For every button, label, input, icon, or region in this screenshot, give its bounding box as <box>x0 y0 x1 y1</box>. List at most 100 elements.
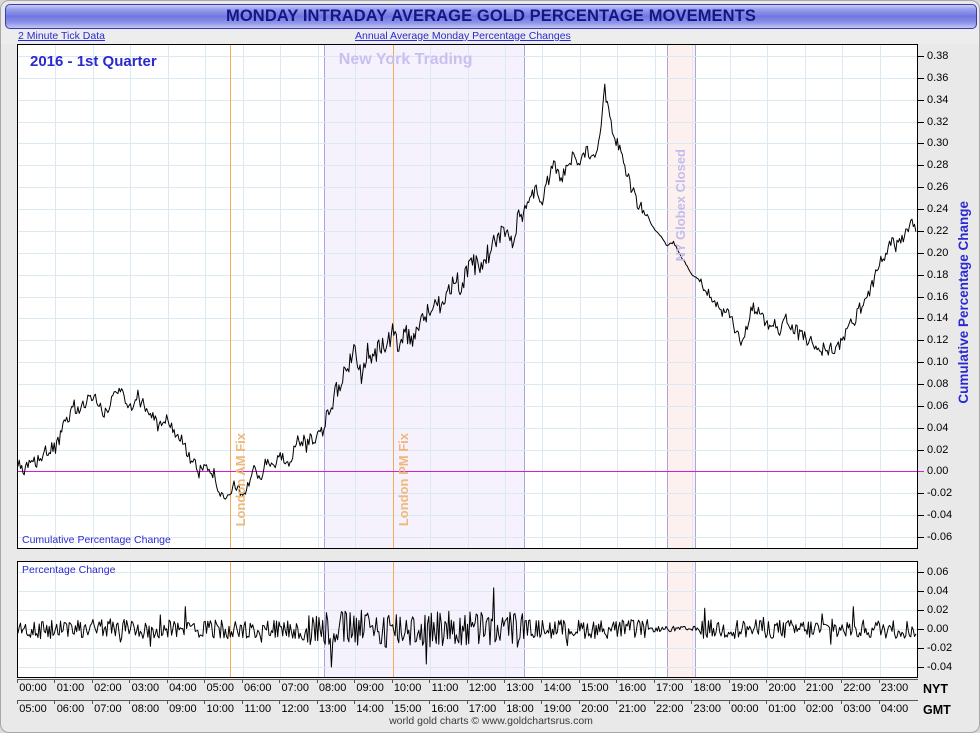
y-axis-tick-label: 0.02 <box>927 443 949 456</box>
y-axis-tick <box>918 209 924 211</box>
x-axis-tick <box>279 679 281 683</box>
y-axis-tick <box>918 362 924 364</box>
gridline-vertical <box>467 45 469 548</box>
marker-line-london-am-fix <box>230 562 232 677</box>
session-band-ny-globex-closed <box>667 562 696 677</box>
gridline-vertical <box>579 562 581 677</box>
page-title: MONDAY INTRADAY AVERAGE GOLD PERCENTAGE … <box>226 7 756 25</box>
gridline-vertical <box>430 562 432 677</box>
x-axis-tick <box>354 700 356 704</box>
zero-reference-line <box>18 471 917 473</box>
y-axis-tick-label: 0.14 <box>927 312 949 325</box>
x-axis-tick-label: 13:00 <box>318 703 347 715</box>
gridline-vertical <box>130 562 132 677</box>
y-axis-tick-label: 0.36 <box>927 71 949 84</box>
gridline-vertical <box>205 45 207 548</box>
x-axis-tick <box>728 700 730 704</box>
gridline-vertical <box>879 45 881 548</box>
x-axis-tick <box>541 700 543 704</box>
gridline-vertical <box>617 45 619 548</box>
x-axis-tick <box>354 679 356 683</box>
y-axis-tick <box>918 121 924 123</box>
x-axis-tick <box>653 679 655 683</box>
y-axis-tick-label: 0.06 <box>927 399 949 412</box>
gridline-vertical <box>767 562 769 677</box>
x-axis-tick-label: 16:00 <box>618 682 647 694</box>
marker-line-london-pm-fix <box>392 562 394 677</box>
x-axis-tick <box>166 700 168 704</box>
x-axis-gmt: 05:00 06:00 07:00 08:00 09:00 10:00 11:00 12:00… <box>17 700 918 718</box>
x-axis-tick-label: 10:00 <box>206 703 235 715</box>
x-axis-line <box>17 679 918 680</box>
gridline-vertical <box>654 45 656 548</box>
y-axis-tick-label: 0.06 <box>927 565 949 578</box>
x-axis-tick <box>766 679 768 683</box>
x-axis-tick-label: 18:00 <box>506 703 534 715</box>
y-axis-tick <box>918 537 924 539</box>
x-axis-tick-label: 01:00 <box>56 682 85 694</box>
x-axis-tick <box>466 679 468 683</box>
gridline-vertical <box>654 562 656 677</box>
y-axis-tick <box>918 648 924 650</box>
x-axis-tick-label: 19:00 <box>730 682 759 694</box>
y-axis-tick-label: 0.00 <box>927 623 949 636</box>
y-axis-tick-label: 0.20 <box>927 246 949 259</box>
x-axis-nyt: 00:00 01:00 02:00 03:00 04:00 05:00 06:00 07:00… <box>17 679 918 697</box>
y-axis-tick-label: 0.38 <box>927 49 949 62</box>
x-axis-tick-label: 01:00 <box>768 703 796 715</box>
gridline-vertical <box>355 562 357 677</box>
gridline-vertical <box>242 45 244 548</box>
x-axis-tick-label: 15:00 <box>581 682 609 694</box>
y-axis-tick <box>918 471 924 473</box>
y-axis-tick-label: -0.04 <box>927 509 953 522</box>
x-axis-tick-label: 20:00 <box>768 682 796 694</box>
x-axis-tick-label: 11:00 <box>431 682 459 694</box>
y-axis-tick <box>918 405 924 407</box>
x-axis-line <box>17 700 918 701</box>
y-axis-tick-label: 0.32 <box>927 115 949 128</box>
y-axis-tick <box>918 318 924 320</box>
y-axis-tick-label: 0.08 <box>927 377 949 390</box>
x-axis-tick <box>241 700 243 704</box>
y-axis-tick-label: -0.06 <box>927 531 953 544</box>
x-axis-tick-label: 14:00 <box>356 703 384 715</box>
x-axis-tick <box>878 700 880 704</box>
y-axis-tick <box>918 99 924 101</box>
x-axis-tick-label: 12:00 <box>468 682 497 694</box>
x-axis-tick-label: 17:00 <box>468 703 497 715</box>
x-axis-tick-label: 15:00 <box>393 703 422 715</box>
y-axis-tick <box>918 55 924 57</box>
gridline-vertical <box>242 562 244 677</box>
gridline-vertical <box>504 45 506 548</box>
x-axis-tick <box>166 679 168 683</box>
x-axis-tick-label: 02:00 <box>94 682 122 694</box>
gridline-vertical <box>804 45 806 548</box>
gridline-vertical <box>205 562 207 677</box>
timezone-label-gmt: GMT <box>923 703 951 717</box>
y-axis-tick <box>918 629 924 631</box>
percentage-change-series-line <box>18 587 917 668</box>
x-axis-tick-label: 05:00 <box>206 682 235 694</box>
y-axis-tick-label: 0.34 <box>927 93 949 106</box>
x-axis-tick <box>129 700 131 704</box>
y-axis-tick <box>918 230 924 232</box>
x-axis-tick <box>841 679 843 683</box>
x-axis-tick <box>17 679 18 683</box>
x-axis-tick <box>204 679 206 683</box>
x-axis-tick <box>466 700 468 704</box>
sub-panel-caption: Percentage Change <box>22 564 116 576</box>
y-axis-tick <box>918 449 924 451</box>
x-axis-tick <box>691 679 693 683</box>
session-boundary-line <box>667 562 669 677</box>
x-axis-tick <box>279 700 281 704</box>
y-axis-tick-label: 0.28 <box>927 159 949 172</box>
x-axis-tick-label: 10:00 <box>393 682 422 694</box>
x-axis-tick <box>204 700 206 704</box>
y-axis-tick <box>918 165 924 167</box>
x-axis-tick-label: 23:00 <box>880 682 909 694</box>
x-axis-tick <box>766 700 768 704</box>
timezone-label-nyt: NYT <box>923 682 948 696</box>
gridline-vertical <box>542 562 544 677</box>
x-axis-tick-label: 16:00 <box>431 703 459 715</box>
